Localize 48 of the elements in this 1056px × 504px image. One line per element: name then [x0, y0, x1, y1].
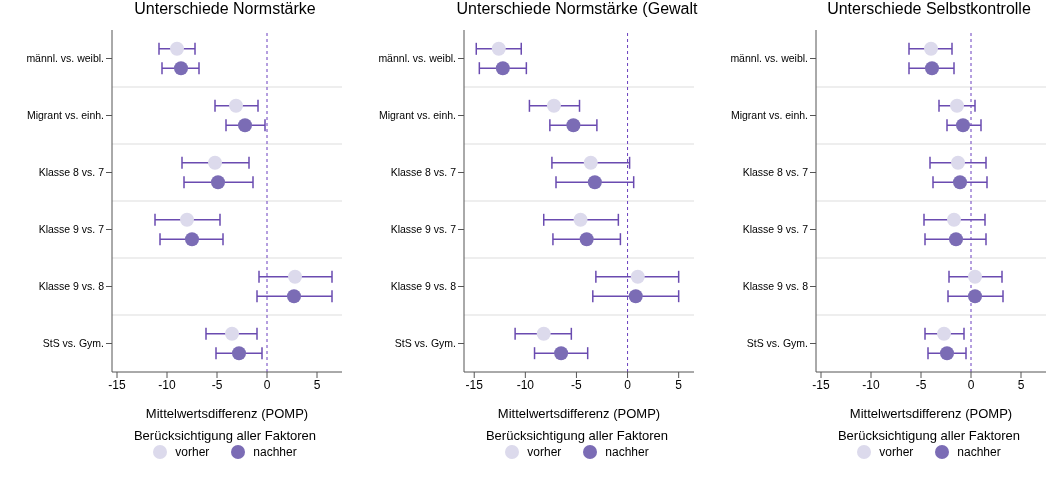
- x-tick-label: 5: [313, 377, 321, 392]
- y-tick-label: Klasse 8 vs. 7: [742, 166, 809, 179]
- y-tick-label: Klasse 8 vs. 7: [38, 166, 105, 179]
- x-tick-label: -15: [108, 377, 126, 392]
- y-tick-label: Klasse 9 vs. 7: [390, 223, 457, 236]
- y-tick-label: Klasse 9 vs. 8: [742, 280, 809, 293]
- y-tick-label: männl. vs. weibl.: [378, 52, 456, 65]
- legend-label: nachher: [956, 445, 1001, 459]
- x-tick-label: 5: [675, 377, 683, 392]
- x-axis-title: Mittelwertsdifferenz (POMP): [849, 406, 1013, 421]
- legend-title: Berücksichtigung aller Faktoren: [484, 428, 670, 443]
- x-tick-label: -5: [571, 377, 583, 392]
- y-tick-label: Klasse 9 vs. 8: [390, 280, 457, 293]
- x-tick-label: 0: [263, 377, 271, 392]
- y-tick-label: männl. vs. weibl.: [26, 52, 104, 65]
- legend-title: Berücksichtigung aller Faktoren: [132, 428, 318, 443]
- y-tick-label: Migrant vs. einh.: [26, 109, 104, 122]
- x-axis-title: Mittelwertsdifferenz (POMP): [145, 406, 309, 421]
- y-tick-label: Klasse 9 vs. 7: [742, 223, 809, 236]
- legend-label: nachher: [252, 445, 297, 459]
- x-tick-label: 5: [1017, 377, 1025, 392]
- x-tick-label: -10: [516, 377, 535, 392]
- x-tick-label: -15: [465, 377, 484, 392]
- x-tick-label: -15: [812, 377, 830, 392]
- y-tick-label: StS vs. Gym.: [394, 337, 456, 350]
- chart-title: Unterschiede Normstärke (Gewalt: [455, 0, 699, 19]
- chart-title: Unterschiede Selbstkontrolle: [826, 0, 1032, 19]
- y-tick-label: Migrant vs. einh.: [730, 109, 808, 122]
- x-tick-label: 0: [967, 377, 975, 392]
- legend-title: Berücksichtigung aller Faktoren: [836, 428, 1022, 443]
- legend-label: vorher: [174, 445, 210, 459]
- x-tick-label: -5: [211, 377, 223, 392]
- x-tick-label: 0: [624, 377, 632, 392]
- x-tick-label: -10: [158, 377, 176, 392]
- y-tick-label: Klasse 9 vs. 7: [38, 223, 105, 236]
- x-axis-title: Mittelwertsdifferenz (POMP): [497, 406, 661, 421]
- y-tick-label: Klasse 9 vs. 8: [38, 280, 105, 293]
- legend-label: nachher: [604, 445, 649, 459]
- legend-label: vorher: [878, 445, 914, 459]
- y-tick-label: männl. vs. weibl.: [730, 52, 808, 65]
- y-tick-label: StS vs. Gym.: [746, 337, 808, 350]
- x-tick-label: -10: [862, 377, 880, 392]
- y-tick-label: StS vs. Gym.: [42, 337, 104, 350]
- x-tick-label: -5: [915, 377, 927, 392]
- y-tick-label: Migrant vs. einh.: [378, 109, 456, 122]
- legend-label: vorher: [526, 445, 562, 459]
- chart-title: Unterschiede Normstärke: [133, 0, 317, 19]
- y-tick-label: Klasse 8 vs. 7: [390, 166, 457, 179]
